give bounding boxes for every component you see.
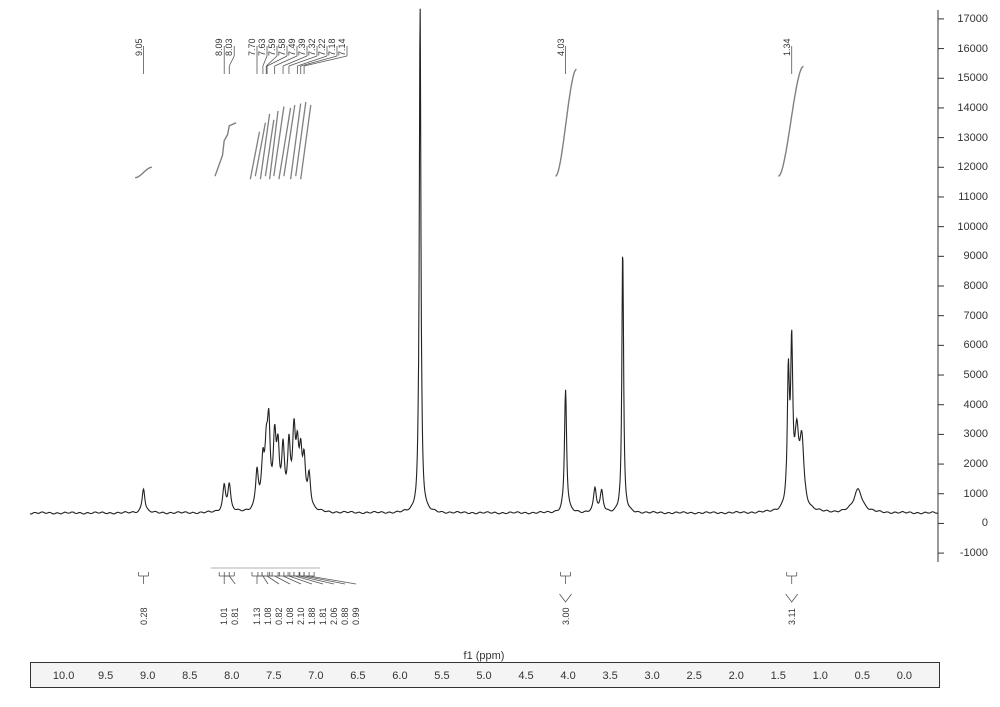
peak-label: 7.14 bbox=[337, 38, 347, 56]
peak-label: 7.18 bbox=[327, 38, 337, 56]
x-tick-label: 9.0 bbox=[140, 670, 155, 682]
x-tick-label: 2.0 bbox=[729, 670, 744, 682]
integration-label: 0.28 bbox=[139, 607, 149, 625]
peak-label: 7.58 bbox=[277, 38, 287, 56]
y-tick-label: -1000 bbox=[948, 547, 988, 559]
spectrum-svg bbox=[0, 0, 1000, 702]
peak-label: 7.32 bbox=[307, 38, 317, 56]
peak-label: 7.63 bbox=[257, 38, 267, 56]
integration-label: 0.88 bbox=[340, 607, 350, 625]
x-tick-label: 2.5 bbox=[687, 670, 702, 682]
peak-label: 7.59 bbox=[267, 38, 277, 56]
y-tick-label: 8000 bbox=[948, 280, 988, 292]
x-tick-label: 8.5 bbox=[182, 670, 197, 682]
integration-label: 1.13 bbox=[252, 607, 262, 625]
y-tick-label: 17000 bbox=[948, 13, 988, 25]
y-tick-label: 4000 bbox=[948, 399, 988, 411]
x-tick-label: 6.5 bbox=[350, 670, 365, 682]
x-tick-label: 5.5 bbox=[434, 670, 449, 682]
y-tick-label: 7000 bbox=[948, 310, 988, 322]
peak-label: 9.05 bbox=[134, 38, 144, 56]
x-tick-label: 9.5 bbox=[98, 670, 113, 682]
x-tick-label: 3.0 bbox=[644, 670, 659, 682]
y-tick-label: 12000 bbox=[948, 161, 988, 173]
x-tick-label: 1.5 bbox=[771, 670, 786, 682]
y-tick-label: 10000 bbox=[948, 221, 988, 233]
y-tick-label: 0 bbox=[948, 517, 988, 529]
y-tick-label: 1000 bbox=[948, 488, 988, 500]
integration-label: 0.82 bbox=[274, 607, 284, 625]
nmr-spectrum-chart: -1000 0 1000 2000 3000 4000 5000 6000 7000 8000 90… bbox=[0, 0, 1000, 702]
y-tick-label: 6000 bbox=[948, 339, 988, 351]
x-tick-label: 5.0 bbox=[476, 670, 491, 682]
y-tick-label: 15000 bbox=[948, 72, 988, 84]
x-tick-label: 0.5 bbox=[855, 670, 870, 682]
peak-label: 8.09 bbox=[214, 38, 224, 56]
peak-label: 7.70 bbox=[247, 38, 257, 56]
y-tick-label: 13000 bbox=[948, 132, 988, 144]
y-tick-label: 9000 bbox=[948, 250, 988, 262]
x-tick-label: 7.0 bbox=[308, 670, 323, 682]
integration-label: 2.10 bbox=[296, 607, 306, 625]
peak-label: 7.39 bbox=[297, 38, 307, 56]
x-tick-label: 6.0 bbox=[392, 670, 407, 682]
y-tick-label: 5000 bbox=[948, 369, 988, 381]
x-tick-label: 3.5 bbox=[602, 670, 617, 682]
x-tick-label: 1.0 bbox=[813, 670, 828, 682]
integration-label: 1.08 bbox=[285, 607, 295, 625]
peak-label: 7.49 bbox=[287, 38, 297, 56]
integration-label: 0.99 bbox=[351, 607, 361, 625]
x-tick-label: 8.0 bbox=[224, 670, 239, 682]
integration-label: 1.01 bbox=[219, 607, 229, 625]
y-tick-label: 3000 bbox=[948, 428, 988, 440]
x-tick-label: 4.0 bbox=[560, 670, 575, 682]
x-tick-label: 4.5 bbox=[518, 670, 533, 682]
peak-label: 7.22 bbox=[317, 38, 327, 56]
y-tick-label: 11000 bbox=[948, 191, 988, 203]
x-tick-label: 10.0 bbox=[53, 670, 74, 682]
y-tick-label: 2000 bbox=[948, 458, 988, 470]
integration-label: 1.08 bbox=[263, 607, 273, 625]
peak-label: 8.03 bbox=[224, 38, 234, 56]
y-tick-label: 14000 bbox=[948, 102, 988, 114]
integration-label: 1.88 bbox=[307, 607, 317, 625]
peak-label: 4.03 bbox=[556, 38, 566, 56]
integration-label: 3.11 bbox=[787, 608, 797, 625]
x-tick-label: 7.5 bbox=[266, 670, 281, 682]
integration-label: 1.81 bbox=[318, 607, 328, 625]
x-tick-label: 0.0 bbox=[897, 670, 912, 682]
peak-label: 1.34 bbox=[782, 38, 792, 56]
y-tick-label: 16000 bbox=[948, 43, 988, 55]
x-axis-title: f1 (ppm) bbox=[464, 650, 505, 662]
integration-label: 2.06 bbox=[329, 607, 339, 625]
integration-label: 3.00 bbox=[561, 607, 571, 625]
integration-label: 0.81 bbox=[230, 607, 240, 625]
